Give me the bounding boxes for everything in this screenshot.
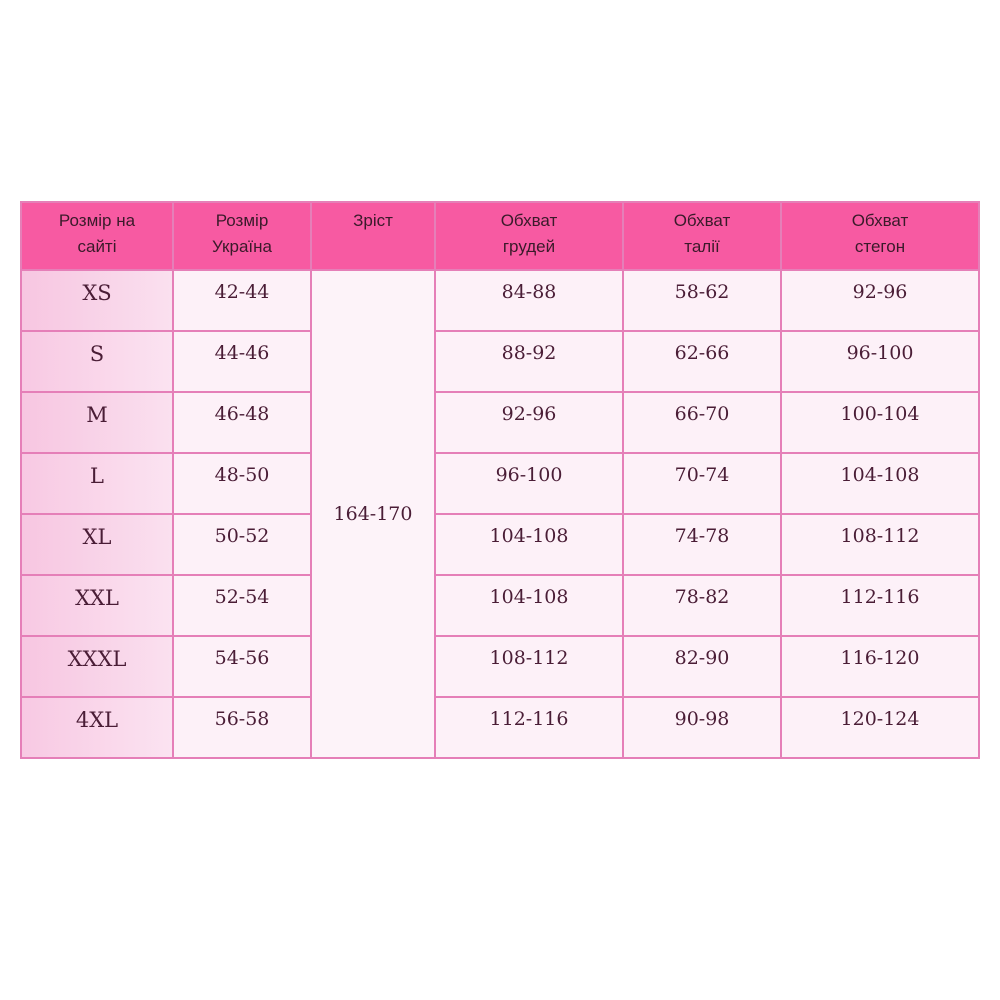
ukraine-size-cell: 52-54 xyxy=(172,574,312,637)
header-text: стегон xyxy=(854,237,906,256)
waist-cell: 78-82 xyxy=(622,574,782,637)
height-cell: 164-170 xyxy=(310,269,436,759)
waist-cell: 90-98 xyxy=(622,696,782,759)
size-cell: XXXL xyxy=(20,635,174,698)
header-text: Розмір xyxy=(215,211,269,230)
table-row: XXXL 54-56 108-112 82-90 116-120 xyxy=(20,635,980,698)
header-text: Україна xyxy=(212,237,272,256)
header-text: грудей xyxy=(502,237,556,256)
waist-cell: 62-66 xyxy=(622,330,782,393)
chest-cell: 88-92 xyxy=(434,330,624,393)
waist-cell: 66-70 xyxy=(622,391,782,454)
chest-cell: 104-108 xyxy=(434,574,624,637)
ukraine-size-cell: 54-56 xyxy=(172,635,312,698)
header-ukraine-size: Розмір Україна xyxy=(172,201,312,271)
header-height: Зріст xyxy=(310,201,436,271)
waist-cell: 82-90 xyxy=(622,635,782,698)
size-cell: XS xyxy=(20,269,174,332)
waist-cell: 70-74 xyxy=(622,452,782,515)
header-text: талії xyxy=(684,237,720,256)
hips-cell: 96-100 xyxy=(780,330,980,393)
ukraine-size-cell: 46-48 xyxy=(172,391,312,454)
chest-cell: 84-88 xyxy=(434,269,624,332)
table-row: XL 50-52 104-108 74-78 108-112 xyxy=(20,513,980,576)
ukraine-size-cell: 42-44 xyxy=(172,269,312,332)
size-chart-table: Розмір на сайті Розмір Україна Зріст Обхват гр… xyxy=(20,201,980,759)
hips-cell: 100-104 xyxy=(780,391,980,454)
size-cell: 4XL xyxy=(20,696,174,759)
header-text: Обхват xyxy=(851,211,909,230)
header-chest: Обхват грудей xyxy=(434,201,624,271)
waist-cell: 74-78 xyxy=(622,513,782,576)
ukraine-size-cell: 44-46 xyxy=(172,330,312,393)
ukraine-size-cell: 50-52 xyxy=(172,513,312,576)
header-row: Розмір на сайті Розмір Україна Зріст Обхват гр… xyxy=(20,201,980,271)
table-row: 4XL 56-58 112-116 90-98 120-124 xyxy=(20,696,980,759)
ukraine-size-cell: 48-50 xyxy=(172,452,312,515)
table-row: XS 42-44 164-170 84-88 58-62 92-96 xyxy=(20,269,980,759)
table-row: XXL 52-54 104-108 78-82 112-116 xyxy=(20,574,980,637)
chest-cell: 96-100 xyxy=(434,452,624,515)
header-text: сайті xyxy=(77,237,117,256)
size-cell: S xyxy=(20,330,174,393)
table-row: M 46-48 92-96 66-70 100-104 xyxy=(20,391,980,454)
size-cell: L xyxy=(20,452,174,515)
hips-cell: 116-120 xyxy=(780,635,980,698)
hips-cell: 120-124 xyxy=(780,696,980,759)
chest-cell: 92-96 xyxy=(434,391,624,454)
waist-cell: 58-62 xyxy=(622,269,782,332)
hips-cell: 108-112 xyxy=(780,513,980,576)
header-text: Розмір на xyxy=(58,211,136,230)
header-waist: Обхват талії xyxy=(622,201,782,271)
header-text: Обхват xyxy=(500,211,558,230)
header-site-size: Розмір на сайті xyxy=(20,201,174,271)
hips-cell: 104-108 xyxy=(780,452,980,515)
size-cell: XXL xyxy=(20,574,174,637)
table-row: L 48-50 96-100 70-74 104-108 xyxy=(20,452,980,515)
chest-cell: 112-116 xyxy=(434,696,624,759)
ukraine-size-cell: 56-58 xyxy=(172,696,312,759)
size-cell: M xyxy=(20,391,174,454)
chest-cell: 104-108 xyxy=(434,513,624,576)
size-cell: XL xyxy=(20,513,174,576)
header-hips: Обхват стегон xyxy=(780,201,980,271)
hips-cell: 112-116 xyxy=(780,574,980,637)
header-text: Обхват xyxy=(673,211,731,230)
hips-cell: 92-96 xyxy=(780,269,980,332)
header-text: Зріст xyxy=(353,211,393,230)
table-row: S 44-46 88-92 62-66 96-100 xyxy=(20,330,980,393)
chest-cell: 108-112 xyxy=(434,635,624,698)
